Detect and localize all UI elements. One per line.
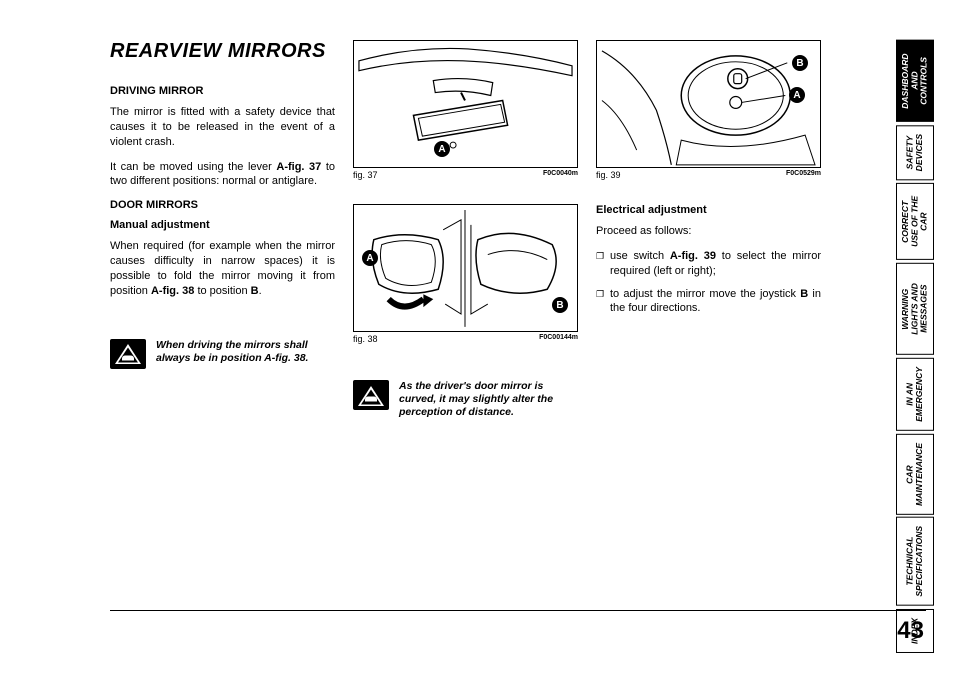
fig38-badge-a: A <box>362 250 378 266</box>
figure-37: A <box>353 40 578 168</box>
text-fragment: to adjust the mirror move the joystick <box>610 288 800 300</box>
manual-page: REARVIEW MIRRORS DRIVING MIRROR The mirr… <box>0 0 954 673</box>
fig38-caption: fig. 38 F0C00144m <box>353 334 578 344</box>
page-title: REARVIEW MIRRORS <box>110 40 335 63</box>
warning-triangle-icon <box>110 339 146 369</box>
tab-warning-lights[interactable]: WARNING LIGHTS AND MESSAGES <box>896 263 934 355</box>
ref-fig38-a: A-fig. 38 <box>151 285 194 297</box>
heading-door-mirrors: DOOR MIRRORS <box>110 199 335 211</box>
list-item-1: use switch A-fig. 39 to select the mirro… <box>596 249 821 279</box>
figure-38: A B <box>353 204 578 332</box>
page-number: 43 <box>897 617 924 645</box>
para-manual-adjustment: When required (for example when the mirr… <box>110 239 335 298</box>
fig39-label: fig. 39 <box>596 170 621 180</box>
ref-fig39-a: A-fig. 39 <box>670 250 716 262</box>
para-proceed: Proceed as follows: <box>596 224 821 239</box>
fig37-drawing <box>354 41 577 168</box>
fig39-badge-b: B <box>792 55 808 71</box>
warning-triangle-icon <box>353 380 389 410</box>
tab-safety-devices[interactable]: SAFETY DEVICES <box>896 125 934 180</box>
fig39-drawing <box>597 41 820 168</box>
footer-rule <box>110 610 926 611</box>
tab-car-maintenance[interactable]: CAR MAINTENANCE <box>896 434 934 515</box>
column-3: B A fig. 39 F0C0529m Electrical adjustme… <box>596 40 821 653</box>
text-fragment: It can be moved using the lever <box>110 161 276 173</box>
fig38-badge-b: B <box>552 297 568 313</box>
heading-electrical-adjustment: Electrical adjustment <box>596 204 821 216</box>
figure-39: B A <box>596 40 821 168</box>
text-fragment: . <box>259 285 262 297</box>
heading-driving-mirror: DRIVING MIRROR <box>110 85 335 97</box>
column-1: REARVIEW MIRRORS DRIVING MIRROR The mirr… <box>110 40 335 653</box>
fig37-badge-a: A <box>434 141 450 157</box>
fig38-label: fig. 38 <box>353 334 378 344</box>
text-fragment: use switch <box>610 250 670 262</box>
list-item-2: to adjust the mirror move the joystick B… <box>596 287 821 317</box>
para-driving-mirror-2: It can be moved using the lever A-fig. 3… <box>110 160 335 190</box>
fig37-code: F0C0040m <box>543 170 578 180</box>
fig39-badge-a: A <box>789 87 805 103</box>
warning-text-2: As the driver's door mirror is curved, i… <box>399 380 578 419</box>
fig39-code: F0C0529m <box>786 170 821 180</box>
fig37-label: fig. 37 <box>353 170 378 180</box>
ref-fig38-b: B <box>251 285 259 297</box>
column-2: A fig. 37 F0C0040m A B fig <box>353 40 578 653</box>
fig37-caption: fig. 37 F0C0040m <box>353 170 578 180</box>
tab-technical-specs[interactable]: TECHNICAL SPECIFICATIONS <box>896 517 934 606</box>
instruction-list: use switch A-fig. 39 to select the mirro… <box>596 249 821 324</box>
section-tabs: DASHBOARD AND CONTROLS SAFETY DEVICES CO… <box>896 40 934 653</box>
tab-dashboard-controls[interactable]: DASHBOARD AND CONTROLS <box>896 40 934 122</box>
para-driving-mirror-1: The mirror is fitted with a safety devic… <box>110 105 335 150</box>
warning-block-2: As the driver's door mirror is curved, i… <box>353 380 578 419</box>
tab-emergency[interactable]: IN AN EMERGENCY <box>896 358 934 431</box>
warning-block-1: When driving the mirrors shall always be… <box>110 339 335 369</box>
tab-correct-use[interactable]: CORRECT USE OF THE CAR <box>896 183 934 260</box>
fig39-caption: fig. 39 F0C0529m <box>596 170 821 180</box>
ref-fig37: A-fig. 37 <box>276 161 321 173</box>
fig38-code: F0C00144m <box>539 334 578 344</box>
warning-text-1: When driving the mirrors shall always be… <box>156 339 335 365</box>
text-fragment: to position <box>194 285 250 297</box>
fig38-drawing <box>354 205 577 332</box>
heading-manual-adjustment: Manual adjustment <box>110 219 335 231</box>
